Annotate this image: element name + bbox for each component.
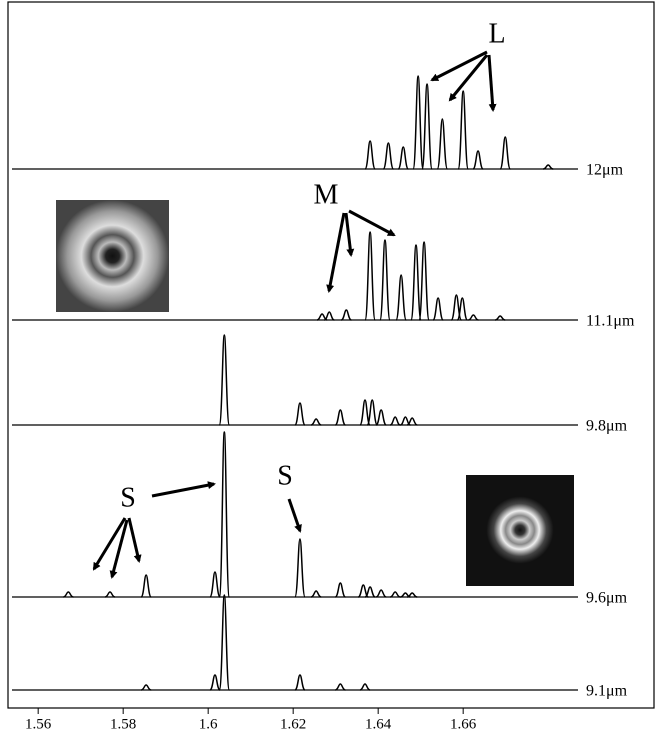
peak (359, 399, 371, 426)
peak (432, 297, 444, 321)
peak (140, 684, 152, 691)
peak (218, 334, 231, 426)
peak (389, 416, 401, 426)
plot-frame (7, 1, 655, 709)
peak (334, 409, 346, 426)
peak (218, 431, 231, 598)
inset-image (466, 475, 574, 586)
x-tick-label: 1.64 (365, 716, 392, 732)
peak (395, 274, 407, 321)
peak (412, 75, 424, 170)
annotation: L (488, 18, 505, 49)
x-tick-label: 1.62 (280, 716, 306, 732)
peak (310, 590, 322, 598)
peak (418, 241, 430, 321)
peak (140, 574, 152, 598)
peak (382, 142, 395, 170)
peak (104, 591, 116, 598)
peak (375, 409, 387, 426)
trace-label: 12μm (586, 162, 624, 179)
peak (410, 244, 422, 321)
peak (456, 297, 469, 321)
peak (472, 150, 484, 170)
trace-label: 11.1μm (586, 313, 635, 330)
peak (379, 239, 391, 321)
peak (294, 674, 306, 691)
peak (407, 592, 418, 598)
peak (499, 136, 512, 170)
peak (294, 402, 306, 426)
peak (494, 315, 506, 321)
peak (397, 146, 410, 170)
peak (335, 683, 346, 691)
x-tick-label: 1.56 (25, 716, 52, 732)
peak (468, 314, 479, 321)
peak (340, 309, 352, 321)
peak (389, 591, 401, 598)
peak (218, 594, 231, 691)
trace-label: 9.8μm (586, 418, 628, 435)
peak (406, 417, 418, 426)
x-tick-label: 1.58 (110, 716, 136, 732)
peak (543, 164, 554, 170)
peak (334, 582, 346, 598)
annotation: S (120, 482, 136, 513)
x-tick-label: 1.66 (450, 716, 477, 732)
peak (364, 586, 376, 598)
peak (364, 231, 376, 321)
annotation: M (314, 179, 339, 210)
peak (364, 140, 376, 170)
peak (209, 674, 221, 691)
peak (294, 538, 306, 598)
peak (421, 83, 433, 170)
peak (375, 589, 387, 598)
annotation: S (277, 460, 293, 491)
peak (63, 591, 74, 598)
peak (457, 90, 469, 170)
x-tick-label: 1.6 (199, 716, 218, 732)
trace-label: 9.6μm (586, 590, 628, 607)
arrows (92, 50, 497, 579)
peak (310, 418, 322, 426)
peak (366, 399, 379, 426)
peak (359, 683, 371, 691)
peak (209, 571, 221, 598)
inset-image (56, 200, 169, 312)
peak (324, 311, 335, 321)
peak (436, 118, 449, 170)
trace-label: 9.1μm (586, 683, 628, 700)
